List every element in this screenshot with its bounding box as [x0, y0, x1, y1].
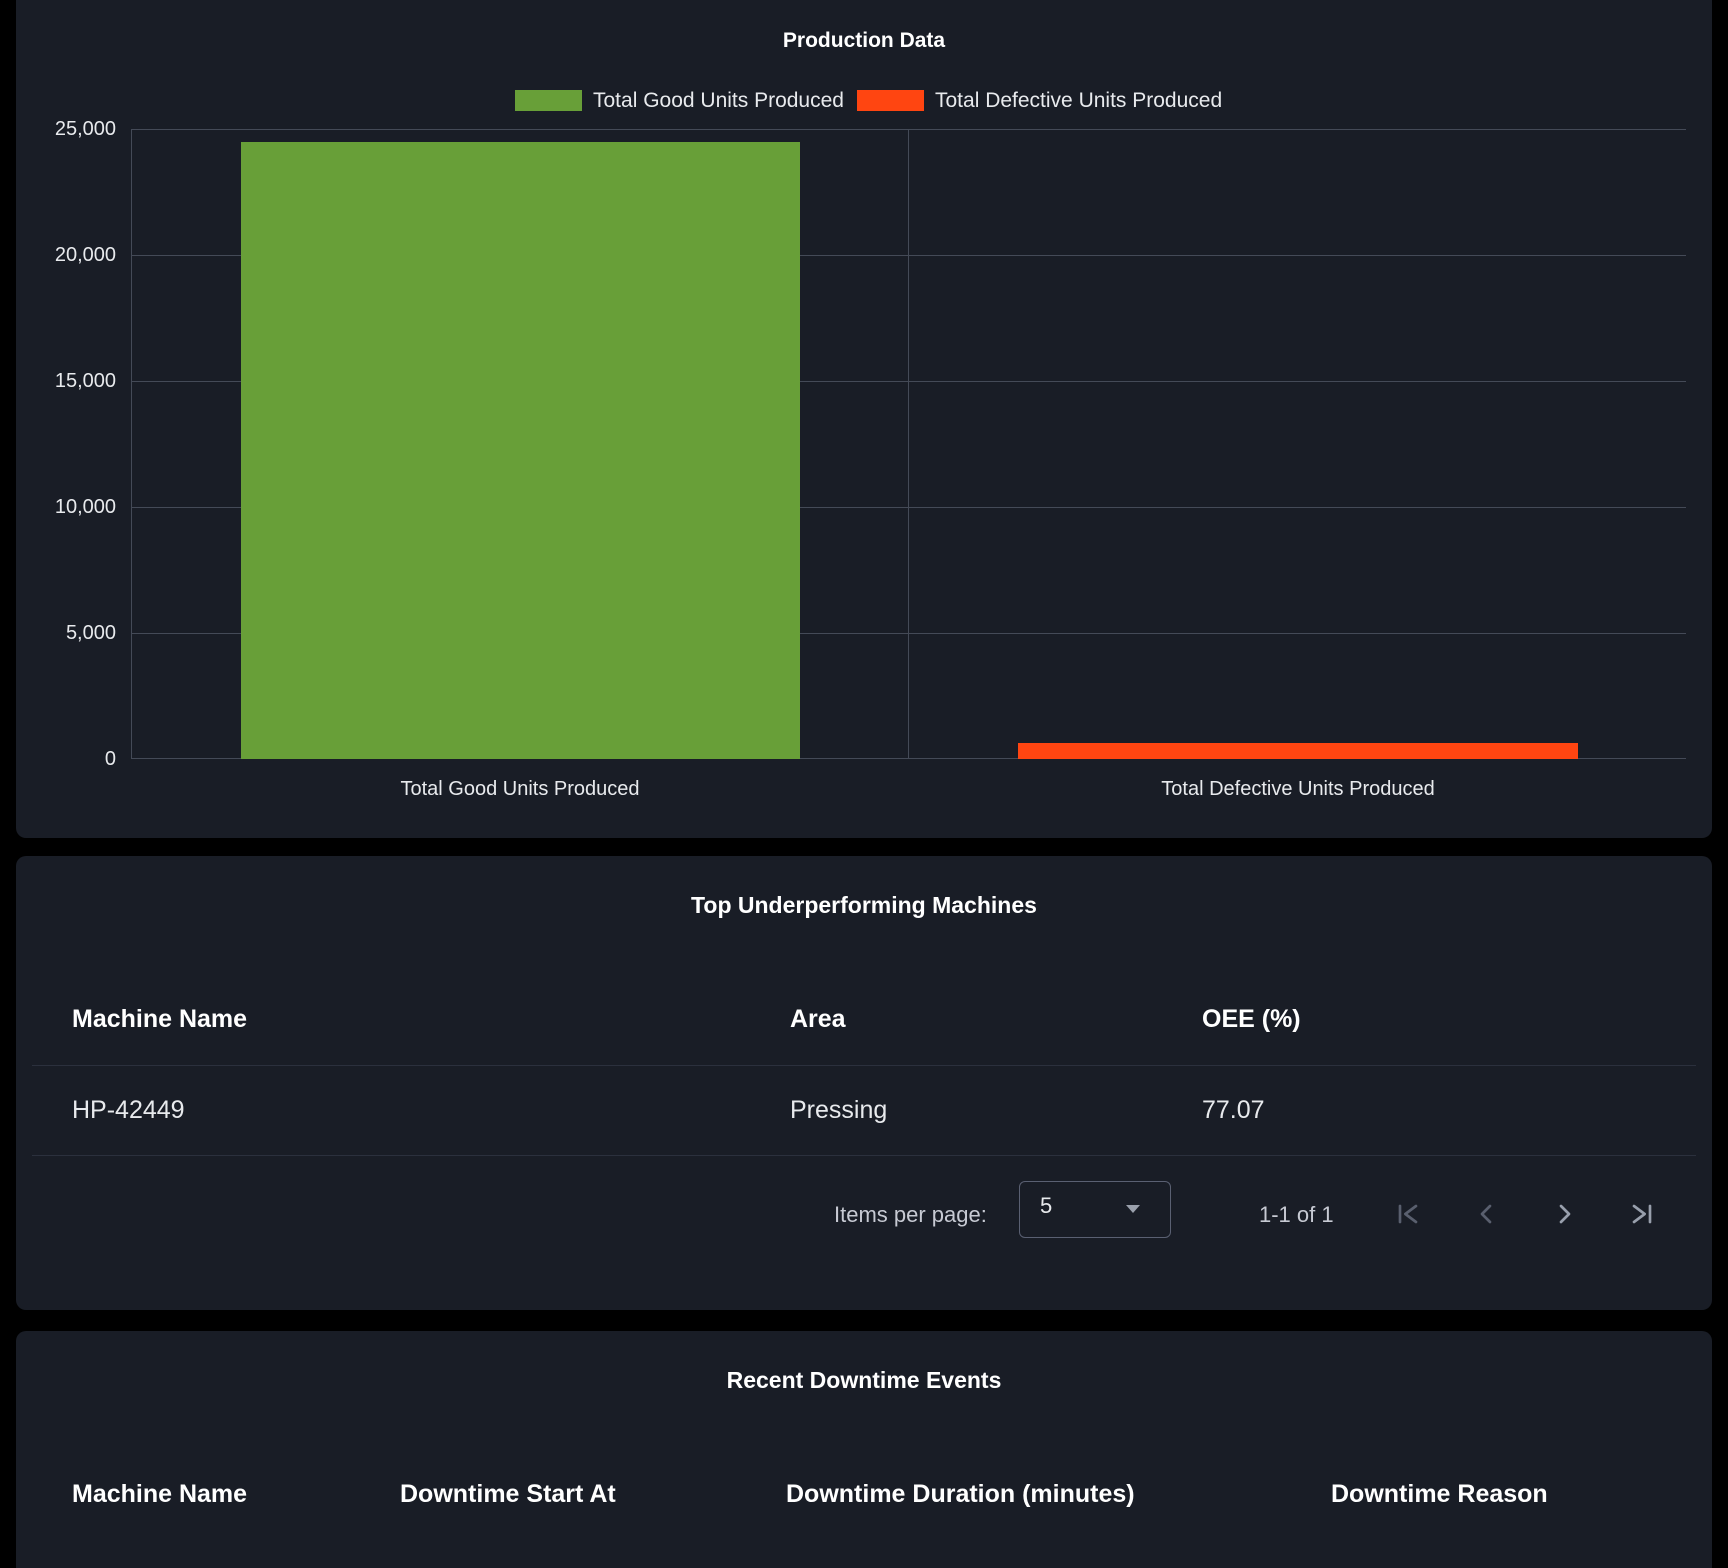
- svg-text:Total Defective Units Produced: Total Defective Units Produced: [1161, 778, 1434, 800]
- svg-text:0: 0: [105, 748, 116, 770]
- svg-text:15,000: 15,000: [55, 370, 116, 392]
- svg-text:20,000: 20,000: [55, 244, 116, 266]
- svg-text:Total Good Units Produced: Total Good Units Produced: [400, 778, 639, 800]
- svg-text:25,000: 25,000: [55, 118, 116, 140]
- svg-text:5,000: 5,000: [66, 622, 116, 644]
- svg-text:10,000: 10,000: [55, 496, 116, 518]
